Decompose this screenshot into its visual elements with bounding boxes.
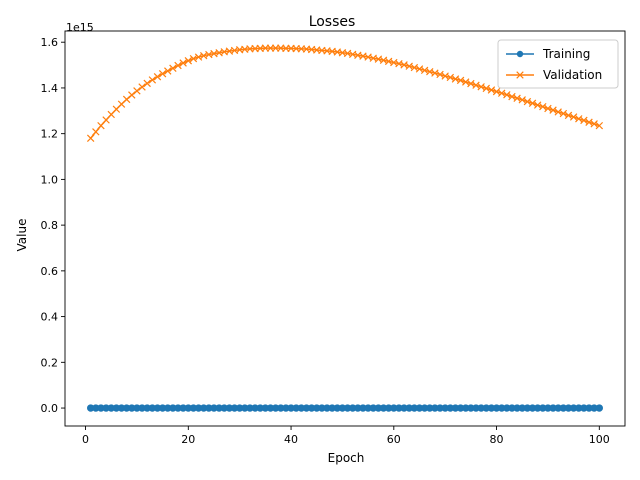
- data-point-validation: [533, 101, 542, 109]
- y-tick-label: 1.0: [41, 173, 59, 186]
- x-axis-label: Epoch: [328, 451, 365, 465]
- data-point-validation: [92, 128, 100, 136]
- data-point-validation: [184, 57, 193, 65]
- legend-label-validation: Validation: [543, 68, 602, 82]
- data-point-validation: [482, 84, 491, 93]
- data-point-validation: [143, 79, 151, 88]
- data-point-validation: [595, 121, 604, 130]
- y-tick-label: 0.2: [41, 356, 59, 369]
- data-point-validation: [590, 120, 598, 128]
- x-tick-label: 40: [284, 433, 298, 446]
- data-point-validation: [580, 116, 588, 125]
- y-tick-label: 1.4: [41, 82, 59, 95]
- data-point-validation: [472, 81, 480, 89]
- x-tick-label: 20: [181, 433, 195, 446]
- data-point-validation: [492, 87, 501, 96]
- data-point-validation: [528, 99, 537, 107]
- y-tick-label: 0.0: [41, 402, 59, 415]
- data-point-validation: [179, 59, 187, 67]
- legend-box: [497, 39, 619, 89]
- y-tick-label: 1.6: [41, 36, 59, 49]
- data-point-validation: [549, 106, 557, 114]
- data-point-validation: [523, 97, 532, 106]
- data-point-validation: [169, 64, 177, 72]
- data-point-validation: [164, 67, 172, 75]
- y-tick-label: 0.8: [41, 219, 59, 232]
- x-tick-label: 60: [387, 433, 401, 446]
- data-point-validation: [544, 104, 552, 113]
- y-tick-label: 0.4: [41, 311, 59, 324]
- data-point-validation: [513, 94, 521, 102]
- data-point-validation: [569, 113, 578, 121]
- y-tick-label: 1.2: [41, 128, 59, 141]
- data-point-validation: [575, 115, 583, 123]
- data-point-validation: [462, 78, 470, 86]
- chart-title: Losses: [309, 14, 356, 30]
- y-axis-label: Value: [15, 219, 29, 252]
- data-point-validation: [158, 70, 167, 78]
- data-point-validation: [564, 111, 573, 120]
- legend-label-training: Training: [542, 47, 590, 61]
- data-point-validation: [174, 61, 182, 70]
- data-point-validation: [128, 91, 136, 99]
- data-point-validation: [559, 109, 568, 118]
- data-point-validation: [138, 83, 146, 91]
- data-point-validation: [585, 118, 593, 126]
- y-tick-label: 0.6: [41, 265, 59, 278]
- data-point-validation: [456, 76, 465, 85]
- x-tick-label: 80: [490, 433, 504, 446]
- data-point-validation: [467, 79, 475, 88]
- data-point-validation: [503, 91, 511, 99]
- data-point-validation: [497, 89, 506, 97]
- data-point-validation: [189, 54, 198, 63]
- data-point-validation: [477, 83, 485, 91]
- legend-marker-validation: [516, 71, 524, 79]
- series-line-validation: [90, 47, 600, 139]
- data-point-validation: [487, 86, 496, 94]
- data-point-validation: [554, 108, 562, 116]
- data-point-validation: [153, 73, 162, 81]
- data-point-validation: [446, 73, 455, 82]
- axes-frame: [64, 30, 626, 427]
- x-tick-label: 100: [589, 433, 610, 446]
- y-scale-label: 1e15: [66, 21, 94, 34]
- legend-marker-training: [516, 50, 524, 58]
- data-point-training: [595, 404, 604, 412]
- data-point-validation: [86, 134, 95, 142]
- plot-area: 0 20 40 60 80 100 0.0 0.2 0.4 0.6 0.8 1.0 1.2 1.4 1.6 T…: [41, 30, 626, 446]
- data-point-validation: [508, 92, 516, 101]
- x-tick-label: 0: [82, 433, 89, 446]
- data-point-validation: [518, 96, 526, 104]
- data-point-validation: [133, 87, 141, 95]
- data-point-validation: [148, 76, 157, 84]
- data-point-validation: [436, 70, 444, 79]
- data-point-validation: [539, 102, 547, 111]
